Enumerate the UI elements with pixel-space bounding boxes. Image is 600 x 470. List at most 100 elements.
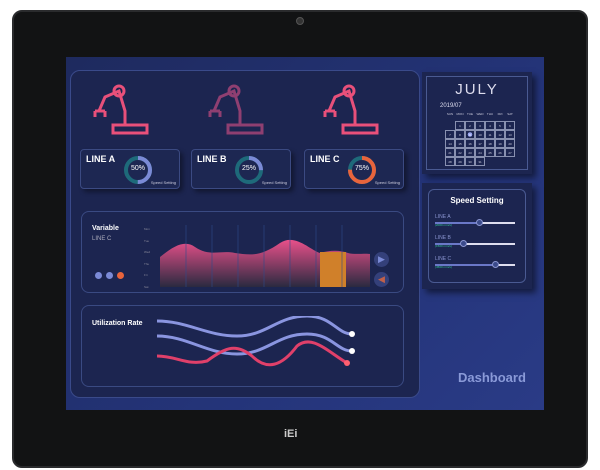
y-axis-label: Tue (144, 238, 150, 243)
weekday-label: SAT (507, 112, 513, 116)
calendar-day[interactable]: 1 (455, 121, 465, 130)
calendar-day[interactable]: 25 (485, 148, 495, 157)
series-3-endpoint (344, 360, 350, 366)
variable-area-chart (160, 225, 370, 287)
calendar-day[interactable]: 14 (445, 139, 455, 148)
calendar-day[interactable]: 17 (475, 139, 485, 148)
line-b-dot[interactable] (106, 272, 113, 279)
y-axis-label: Wed (144, 250, 151, 255)
calendar-day[interactable]: 29 (455, 157, 465, 166)
calendar-day[interactable]: 19 (495, 139, 505, 148)
weekday-label: TUE (467, 112, 473, 116)
percent-value: 50% (130, 165, 145, 172)
slider-handle[interactable] (492, 261, 499, 268)
calendar-day[interactable]: 16 (465, 139, 475, 148)
slider-label: LINE A (435, 214, 451, 220)
calendar-day[interactable]: 26 (495, 148, 505, 157)
calendar-day[interactable]: 5 (495, 121, 505, 130)
speed-setting-link[interactable]: Speed Setting (374, 180, 400, 185)
calendar-day[interactable]: 18 (485, 139, 495, 148)
calendar-day[interactable]: 23 (465, 148, 475, 157)
speed-setting-widget: Speed Setting LINE A (2000 mm/s) LINE B (15… (422, 183, 532, 289)
utilization-title: Utilization Rate (92, 320, 143, 327)
calendar-day[interactable]: 11 (485, 130, 495, 139)
slider-track[interactable] (435, 222, 515, 224)
slider-label: LINE C (435, 256, 452, 262)
calendar-day[interactable]: 10 (475, 130, 485, 139)
slider-value: (4500 mm/s) (435, 265, 452, 269)
series-1-endpoint (349, 331, 355, 337)
speed-slider[interactable]: LINE B (1500 mm/s) (435, 235, 515, 248)
calendar-day[interactable]: 15 (455, 139, 465, 148)
weekday-label: WED (476, 112, 484, 116)
speed-slider[interactable]: LINE A (2000 mm/s) (435, 214, 515, 227)
calendar-day[interactable]: 7 (445, 130, 455, 139)
line-a-card[interactable]: LINE A 50% Speed Setting (80, 149, 180, 189)
speed-slider[interactable]: LINE C (4500 mm/s) (435, 256, 515, 269)
y-axis-labels: Mon Tue Wed Thu Fri Sat (144, 227, 150, 289)
speed-setting-link[interactable]: Speed Setting (261, 180, 287, 185)
progress-ring (124, 156, 152, 184)
calendar-grid: SUN MON TUE WED THU FRI SAT 1 2 3 4 5 6 7 8 9 10 11 12 13 14… (445, 112, 515, 166)
main-panel: LINE A 50% Speed Setting LINE B 25% Spee… (70, 70, 420, 398)
line-c-dot[interactable] (117, 272, 124, 279)
calendar-day[interactable]: 12 (495, 130, 505, 139)
calendar-month: JULY (455, 81, 499, 98)
calendar-day[interactable]: 22 (455, 148, 465, 157)
speed-title: Speed Setting (450, 196, 504, 205)
calendar-day[interactable]: 4 (485, 121, 495, 130)
robot-arm-icon (323, 84, 379, 135)
line-c-card[interactable]: LINE C 75% Speed Setting (304, 149, 404, 189)
calendar-day[interactable]: 20 (505, 139, 515, 148)
utilization-line-chart (157, 316, 355, 367)
calendar-day[interactable]: 2 (465, 121, 475, 130)
progress-ring (348, 156, 376, 184)
calendar-day[interactable]: 3 (475, 121, 485, 130)
speed-setting-link[interactable]: Speed Setting (150, 180, 176, 185)
calendar-widget: JULY 2019/07 SUN MON TUE WED THU FRI SAT 1 2 3 4 5 6… (422, 72, 532, 174)
play-next-button[interactable]: ▶ (374, 252, 389, 267)
slider-label: LINE B (435, 235, 451, 241)
play-prev-button[interactable]: ◀ (374, 272, 389, 287)
camera (296, 17, 304, 25)
series-3-line (157, 340, 348, 367)
percent-value: 25% (241, 165, 256, 172)
brand-logo: iEi (284, 428, 298, 440)
calendar-day[interactable]: 6 (505, 121, 515, 130)
series-2-endpoint (349, 348, 355, 354)
area-series (160, 239, 370, 287)
calendar-day[interactable]: 28 (445, 157, 455, 166)
series-1-line (157, 316, 353, 338)
calendar-day[interactable]: 21 (445, 148, 455, 157)
robot-arm-icon (208, 84, 264, 135)
empty-cell (445, 121, 455, 130)
slider-value: (2000 mm/s) (435, 223, 452, 227)
calendar-day[interactable]: 30 (465, 157, 475, 166)
y-axis-label: Fri (144, 273, 148, 278)
y-axis-label: Sat (144, 284, 149, 289)
dashboard-title: Dashboard (458, 370, 526, 385)
calendar-day[interactable]: 24 (475, 148, 485, 157)
y-axis-label: Mon (144, 227, 150, 231)
y-axis-label: Thu (144, 261, 150, 266)
calendar-day[interactable]: 27 (505, 148, 515, 157)
slider-track[interactable] (435, 264, 515, 266)
line-a-dot[interactable] (95, 272, 102, 279)
calendar-day[interactable]: 31 (475, 157, 485, 166)
calendar-day[interactable]: 9 (465, 130, 475, 139)
highlight-bar (320, 252, 346, 287)
slider-handle[interactable] (476, 219, 483, 226)
slider-handle[interactable] (460, 240, 467, 247)
progress-ring (235, 156, 263, 184)
calendar-day[interactable]: 13 (505, 130, 515, 139)
calendar-day[interactable]: 8 (455, 130, 465, 139)
series-2-line (157, 332, 353, 356)
line-b-card[interactable]: LINE B 25% Speed Setting (191, 149, 291, 189)
screen: LINE A 50% Speed Setting LINE B 25% Spee… (66, 57, 544, 410)
variable-title: Variable (92, 225, 119, 232)
line-label: LINE B (197, 154, 227, 164)
slider-value: (1500 mm/s) (435, 244, 452, 248)
slider-track[interactable] (435, 243, 515, 245)
weekday-label: SUN (446, 112, 454, 116)
weekday-label: THU (486, 112, 494, 116)
